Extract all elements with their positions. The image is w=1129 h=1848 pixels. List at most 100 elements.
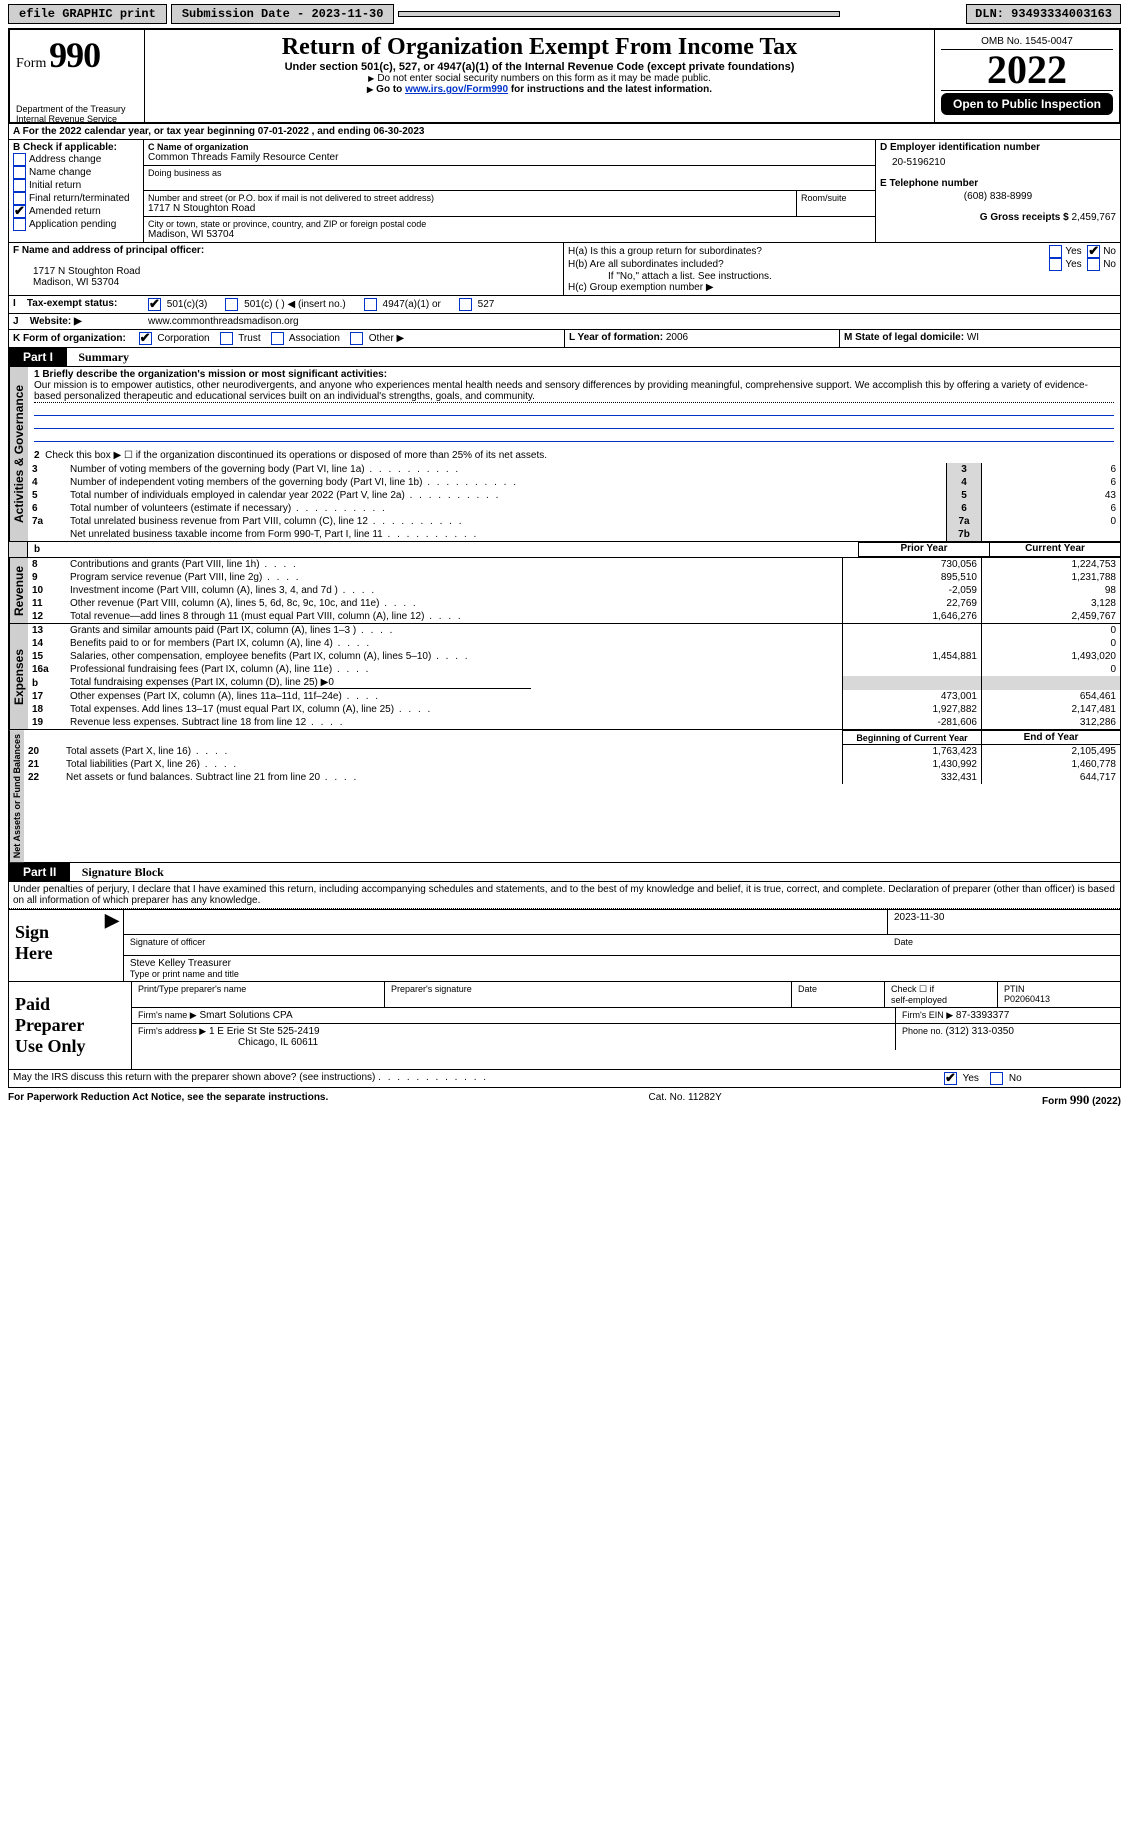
row-17: 17 Other expenses (Part IX, column (A), …	[28, 690, 1120, 703]
hb-note: If "No," attach a list. See instructions…	[568, 271, 1116, 282]
org-form-checkbox-0[interactable]	[139, 332, 152, 345]
dept-irs: Internal Revenue Service	[16, 114, 138, 124]
tax-status-checkbox-1[interactable]	[225, 298, 238, 311]
form-subtitle: Under section 501(c), 527, or 4947(a)(1)…	[151, 61, 928, 73]
org-form-checkbox-1[interactable]	[220, 332, 233, 345]
addr-label: Number and street (or P.O. box if mail i…	[148, 193, 792, 203]
firm-ein-label: Firm's EIN ▶	[902, 1010, 953, 1020]
row-14: 14 Benefits paid to or for members (Part…	[28, 637, 1120, 650]
firm-addr1: 1 E Erie St Ste 525-2419	[209, 1026, 320, 1037]
dept-treasury: Department of the Treasury	[16, 104, 138, 114]
gross-receipts: 2,459,767	[1072, 212, 1117, 223]
gov-row-3: 3 Number of voting members of the govern…	[28, 463, 1120, 476]
discuss-no-checkbox[interactable]	[990, 1072, 1003, 1085]
b-option-0: Address change	[13, 153, 139, 166]
form-990: 990	[49, 35, 100, 75]
tax-status-checkbox-3[interactable]	[459, 298, 472, 311]
paperwork-notice: For Paperwork Reduction Act Notice, see …	[8, 1092, 328, 1108]
ptin-cell: PTINP02060413	[998, 982, 1120, 1007]
row-21: 21 Total liabilities (Part X, line 26) .…	[24, 758, 1120, 771]
gov-row-7b: Net unrelated business taxable income fr…	[28, 528, 1120, 541]
line-a: A For the 2022 calendar year, or tax yea…	[9, 124, 1120, 139]
dba-label: Doing business as	[148, 168, 871, 178]
l-year: L Year of formation: 2006	[564, 330, 839, 347]
page-footer: For Paperwork Reduction Act Notice, see …	[8, 1088, 1121, 1112]
b-checkbox-4[interactable]	[13, 205, 26, 218]
firm-addr2: Chicago, IL 60611	[138, 1037, 889, 1048]
gov-row-7a: 7a Total unrelated business revenue from…	[28, 515, 1120, 528]
paid-label-1: Paid	[15, 994, 125, 1015]
irs-link[interactable]: www.irs.gov/Form990	[405, 84, 508, 95]
form-header: Form 990 Department of the Treasury Inte…	[8, 28, 1121, 124]
city-state-zip: Madison, WI 53704	[148, 229, 871, 240]
e-label: E Telephone number	[880, 178, 1116, 189]
c-label: C Name of organization	[148, 142, 871, 152]
b-header: B Check if applicable:	[13, 142, 139, 153]
gov-row-6: 6 Total number of volunteers (estimate i…	[28, 502, 1120, 515]
efile-badge: efile GRAPHIC print	[8, 4, 167, 24]
row-b: b Total fundraising expenses (Part IX, c…	[28, 676, 1120, 690]
cat-no: Cat. No. 11282Y	[649, 1092, 722, 1108]
k-row: K Form of organization: Corporation Trus…	[9, 330, 564, 347]
m-state: M State of legal domicile: WI	[839, 330, 1120, 347]
may-irs-answer: Yes No	[940, 1070, 1120, 1087]
dln-badge: DLN: 93493334003163	[966, 4, 1121, 24]
sig-officer-label: Signature of officer	[124, 935, 888, 949]
row-13: 13 Grants and similar amounts paid (Part…	[28, 624, 1120, 637]
spacer-badge	[398, 11, 840, 17]
governance-section: Activities & Governance 1 Briefly descri…	[8, 367, 1121, 542]
officer-addr1: 1717 N Stoughton Road	[13, 266, 559, 277]
paid-preparer-block: Paid Preparer Use Only Print/Type prepar…	[8, 982, 1121, 1070]
line1-label: 1 Briefly describe the organization's mi…	[34, 369, 1114, 380]
prior-current-header: b Prior Year Current Year	[8, 542, 1121, 558]
b-checkbox-2[interactable]	[13, 179, 26, 192]
hb-yes-checkbox[interactable]	[1049, 258, 1062, 271]
b-checkbox-0[interactable]	[13, 153, 26, 166]
website-url[interactable]: www.commonthreadsmadison.org	[144, 314, 1120, 329]
sign-date: 2023-11-30	[887, 910, 1120, 934]
top-bar: efile GRAPHIC print Submission Date - 20…	[8, 4, 1121, 24]
officer-addr2: Madison, WI 53704	[13, 277, 559, 288]
form-label: Form	[16, 56, 46, 71]
expenses-side-label: Expenses	[9, 624, 28, 729]
tax-status-checkbox-2[interactable]	[364, 298, 377, 311]
part-i-header: Part I Summary	[8, 348, 1121, 367]
row-22: 22 Net assets or fund balances. Subtract…	[24, 771, 1120, 784]
firm-phone-label: Phone no.	[902, 1026, 946, 1036]
line2-text: 2 Check this box ▶ ☐ if the organization…	[34, 450, 1114, 461]
tax-year: 2022	[941, 50, 1113, 91]
paid-label-2: Preparer	[15, 1015, 125, 1036]
gov-row-4: 4 Number of independent voting members o…	[28, 476, 1120, 489]
tax-status-checkbox-0[interactable]	[148, 298, 161, 311]
no-label: No	[1103, 246, 1116, 257]
part-ii-header: Part II Signature Block	[8, 863, 1121, 882]
discuss-yes-checkbox[interactable]	[944, 1072, 957, 1085]
sign-label-2: Here	[15, 943, 95, 964]
self-employed-cell: Check ☐ ifself-employed	[885, 982, 998, 1007]
perjury-declaration: Under penalties of perjury, I declare th…	[9, 882, 1120, 909]
hc-label: H(c) Group exemption number ▶	[568, 282, 1116, 293]
org-form-checkbox-3[interactable]	[350, 332, 363, 345]
j-label: J Website: ▶	[9, 314, 144, 329]
firm-ein: 87-3393377	[956, 1010, 1009, 1021]
date-label: Date	[888, 935, 1120, 949]
paid-label-3: Use Only	[15, 1036, 125, 1057]
open-public-badge: Open to Public Inspection	[941, 93, 1113, 115]
ha-yes-checkbox[interactable]	[1049, 245, 1062, 258]
org-form-checkbox-2[interactable]	[271, 332, 284, 345]
may-irs-discuss: May the IRS discuss this return with the…	[9, 1070, 940, 1087]
form-footer: Form 990 (2022)	[1042, 1092, 1121, 1108]
row-10: 10 Investment income (Part VIII, column …	[28, 584, 1120, 597]
b-checkbox-5[interactable]	[13, 218, 26, 231]
room-label: Room/suite	[801, 193, 871, 203]
goto-prefix: Go to	[367, 84, 405, 95]
firm-addr-label: Firm's address ▶	[138, 1026, 206, 1036]
b-option-1: Name change	[13, 166, 139, 179]
ha-no-checkbox[interactable]	[1087, 245, 1100, 258]
sign-label-1: Sign	[15, 922, 95, 943]
firm-name: Smart Solutions CPA	[199, 1010, 292, 1021]
row-20: 20 Total assets (Part X, line 16) . . . …	[24, 745, 1120, 758]
row-19: 19 Revenue less expenses. Subtract line …	[28, 716, 1120, 729]
hb-no-checkbox[interactable]	[1087, 258, 1100, 271]
b-checkbox-1[interactable]	[13, 166, 26, 179]
